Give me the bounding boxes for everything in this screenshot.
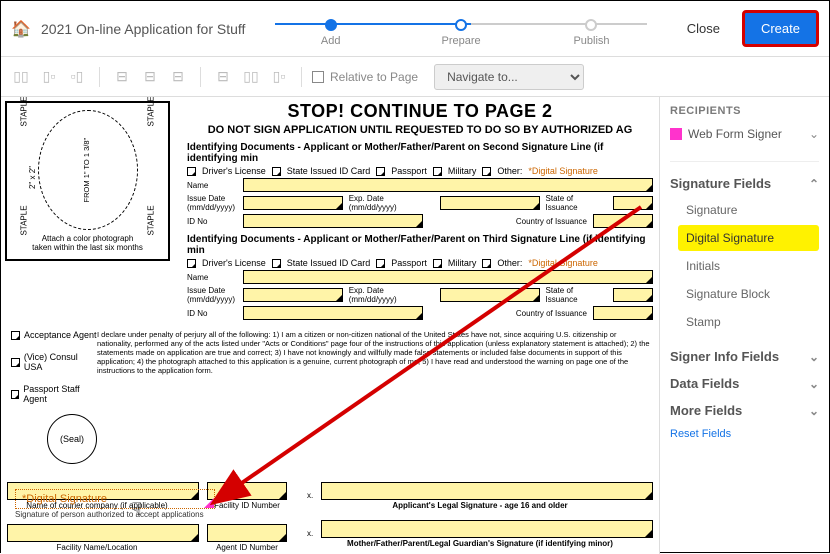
subheading: DO NOT SIGN APPLICATION UNTIL REQUESTED …	[187, 124, 653, 136]
align-tool-5[interactable]: ⊟	[138, 65, 162, 89]
reset-fields-link[interactable]: Reset Fields	[670, 428, 819, 440]
navigate-select[interactable]: Navigate to...	[434, 64, 584, 90]
dropped-digital-signature-field[interactable]: *Digital Signature	[22, 493, 107, 505]
signature-fields-accordion[interactable]: Signature Fields⌃	[670, 170, 819, 197]
chevron-down-icon: ⌄	[809, 127, 819, 141]
align-tool-2[interactable]: ▯▫	[37, 65, 61, 89]
declaration-text: I declare under penalty of perjury all o…	[97, 330, 653, 464]
align-tool-8[interactable]: ▯▯	[239, 65, 263, 89]
align-tool-7[interactable]: ⊟	[211, 65, 235, 89]
chevron-up-icon: ⌃	[809, 177, 819, 191]
stepper: Add Prepare Publish	[265, 9, 656, 49]
document-title: 2021 On-line Application for Stuff	[41, 21, 245, 37]
recipients-heading: RECIPIENTS	[670, 105, 819, 117]
photo-box: STAPLE STAPLE STAPLE STAPLE 2" x 2" FROM…	[5, 101, 170, 261]
signer-info-accordion[interactable]: Signer Info Fields⌄	[670, 343, 819, 370]
step-publish[interactable]: Publish	[526, 11, 656, 47]
close-button[interactable]: Close	[677, 15, 730, 42]
field-signature-block[interactable]: Signature Block	[678, 281, 819, 307]
relative-to-page-checkbox[interactable]: Relative to Page	[312, 70, 418, 84]
document-canvas[interactable]: STAPLE STAPLE STAPLE STAPLE 2" x 2" FROM…	[1, 97, 659, 554]
align-tool-4[interactable]: ⊟	[110, 65, 134, 89]
more-fields-accordion[interactable]: More Fields⌄	[670, 397, 819, 424]
stop-heading: STOP! CONTINUE TO PAGE 2	[187, 101, 653, 122]
step-prepare[interactable]: Prepare	[396, 11, 526, 47]
alignment-toolbar: ▯▯ ▯▫ ▫▯ ⊟ ⊟ ⊟ ⊟ ▯▯ ▯▫ Relative to Page …	[1, 57, 829, 97]
field-stamp[interactable]: Stamp	[678, 309, 819, 335]
align-tool-6[interactable]: ⊟	[166, 65, 190, 89]
align-tool-1[interactable]: ▯▯	[9, 65, 33, 89]
field-signature[interactable]: Signature	[678, 197, 819, 223]
field-digital-signature[interactable]: Digital Signature	[678, 225, 819, 251]
data-fields-accordion[interactable]: Data Fields⌄	[670, 370, 819, 397]
step-add[interactable]: Add	[265, 11, 395, 47]
top-bar: 🏠 2021 On-line Application for Stuff Add…	[1, 1, 829, 57]
recipient-selector[interactable]: Web Form Signer ⌄	[670, 127, 819, 141]
cursor-hand-icon: ☟	[131, 499, 142, 520]
fields-panel: RECIPIENTS Web Form Signer ⌄ Signature F…	[659, 97, 829, 554]
create-button[interactable]: Create	[742, 10, 819, 47]
seal-circle: (Seal)	[47, 414, 97, 464]
align-tool-9[interactable]: ▯▫	[267, 65, 291, 89]
home-icon[interactable]: 🏠	[11, 19, 31, 39]
field-initials[interactable]: Initials	[678, 253, 819, 279]
align-tool-3[interactable]: ▫▯	[65, 65, 89, 89]
